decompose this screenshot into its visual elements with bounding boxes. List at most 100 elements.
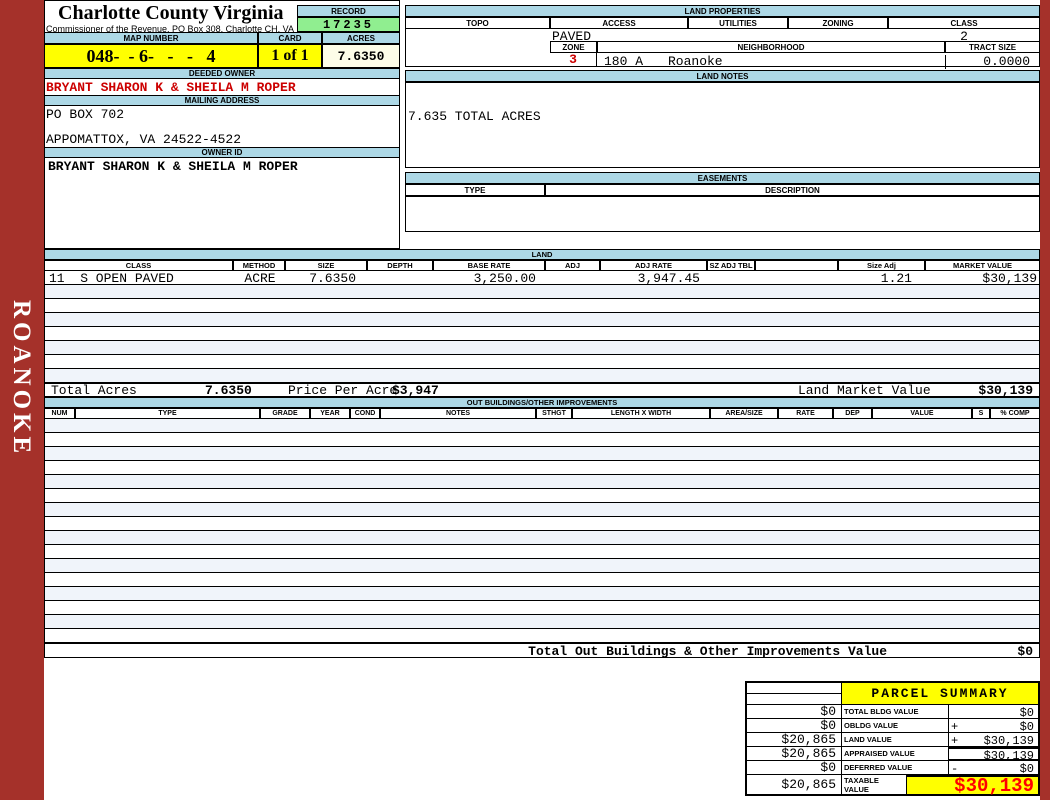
empty-table-row	[45, 447, 1039, 461]
access-value: PAVED	[552, 29, 592, 44]
empty-table-row	[45, 299, 1039, 313]
ps-row3-label: APPRAISED VALUE	[842, 747, 949, 761]
ps-row4-value-cell: - $0	[949, 761, 1038, 776]
total-acres-label: Total Acres	[51, 383, 137, 398]
land-col-size-adj: Size Adj	[838, 260, 925, 271]
county-header: Charlotte County Virginia Commissioner o…	[44, 2, 297, 34]
total-acres-value: 7.6350	[205, 383, 252, 398]
land-notes-box: 7.635 TOTAL ACRES	[405, 82, 1040, 168]
easements-title: EASEMENTS	[405, 172, 1040, 184]
ps-row1-value: $0	[1019, 720, 1034, 734]
ps-taxable-label-line2: VALUE	[844, 784, 869, 794]
zone-cell: 3	[550, 53, 597, 67]
mailing-address-line1: PO BOX 702	[46, 107, 125, 122]
land-totals-row: Total Acres 7.6350 Price Per Acre $3,947…	[44, 383, 1040, 398]
ob-col-cond: COND	[350, 408, 380, 419]
mailing-address-label: MAILING ADDRESS	[44, 95, 400, 106]
easement-col-type: TYPE	[405, 184, 545, 196]
mailing-address-line2: APPOMATTOX, VA 24522-4522	[46, 132, 242, 147]
land-col-adj: ADJ	[545, 260, 600, 271]
left-red-sidebar: ROANOKE	[0, 0, 44, 800]
neighborhood-code: 180 A	[604, 54, 644, 69]
ps-taxable-left: $20,865	[747, 775, 842, 794]
out-buildings-empty-rows	[44, 419, 1040, 643]
land-section-title: LAND	[44, 249, 1040, 260]
ps-row1-label: OBLDG VALUE	[842, 719, 949, 733]
parcel-summary: PARCEL SUMMARY $0 TOTAL BLDG VALUE $0 $0…	[745, 681, 1040, 797]
land-col-class: CLASS	[44, 260, 233, 271]
ps-row2-op: +	[951, 734, 959, 748]
owner-id-label: OWNER ID	[44, 147, 400, 158]
land-row-method: ACRE	[244, 271, 276, 286]
out-buildings-total-row: Total Out Buildings & Other Improvements…	[44, 643, 1040, 659]
ob-col-grade: GRADE	[260, 408, 310, 419]
land-col-market-value: MARKET VALUE	[925, 260, 1040, 271]
ps-header-left-bottom	[747, 694, 842, 705]
neighborhood-vertical-label: ROANOKE	[8, 300, 35, 458]
col-topo: TOPO	[405, 17, 550, 29]
neighborhood-name: Roanoke	[668, 54, 723, 69]
owner-panel	[44, 0, 400, 249]
acres-label: ACRES	[322, 32, 400, 44]
land-row-adj-rate: 3,947.45	[637, 271, 700, 286]
land-empty-rows	[44, 285, 1040, 383]
ob-col-value: VALUE	[872, 408, 972, 419]
ps-row2-label: LAND VALUE	[842, 733, 949, 747]
ps-row1-op: +	[951, 720, 959, 734]
ob-col-s: S	[972, 408, 990, 419]
empty-table-row	[45, 545, 1039, 559]
land-col-blank	[755, 260, 838, 271]
zone-label: ZONE	[550, 41, 597, 53]
ob-col-notes: NOTES	[380, 408, 536, 419]
ps-row0-value-cell: $0	[949, 705, 1038, 720]
ps-row2-left: $20,865	[747, 732, 842, 747]
ps-row3-value-cell: $30,139	[949, 747, 1038, 763]
empty-table-row	[45, 517, 1039, 531]
ps-taxable-label-line1: TAXABLE	[844, 775, 879, 785]
land-notes-title: LAND NOTES	[405, 70, 1040, 82]
empty-table-row	[45, 419, 1039, 433]
ps-row4-left: $0	[747, 760, 842, 775]
class-value: 2	[960, 29, 968, 44]
empty-table-row	[45, 489, 1039, 503]
land-row-base-rate: 3,250.00	[473, 271, 536, 286]
land-market-value-label: Land Market Value	[798, 383, 931, 398]
empty-table-row	[45, 313, 1039, 327]
ps-row2-value-cell: + $30,139	[949, 733, 1038, 748]
ps-row3-value: $30,139	[983, 749, 1034, 763]
empty-table-row	[45, 573, 1039, 587]
ob-col-length-width: LENGTH X WIDTH	[572, 408, 710, 419]
empty-table-row	[45, 369, 1039, 383]
land-notes-text: 7.635 TOTAL ACRES	[408, 109, 541, 124]
land-row-size-adj: 1.21	[880, 271, 912, 286]
ps-row0-label: TOTAL BLDG VALUE	[842, 705, 949, 719]
map-number-value: 048- - 6- - - 4	[44, 44, 258, 68]
ps-taxable-value: $30,139	[907, 775, 1038, 797]
neighborhood-label: NEIGHBORHOOD	[597, 41, 945, 53]
ob-col-dep: DEP	[833, 408, 872, 419]
ps-row0-left: $0	[747, 704, 842, 719]
ps-row1-value-cell: + $0	[949, 719, 1038, 734]
land-col-adj-rate: ADJ RATE	[600, 260, 707, 271]
empty-table-row	[45, 587, 1039, 601]
ps-row1-left: $0	[747, 718, 842, 733]
empty-table-row	[45, 629, 1039, 643]
easements-box	[405, 196, 1040, 232]
land-col-size: SIZE	[285, 260, 367, 271]
empty-table-row	[45, 461, 1039, 475]
ob-col-rate: RATE	[778, 408, 833, 419]
ps-row4-op: -	[951, 762, 959, 776]
ps-row4-label: DEFERRED VALUE	[842, 761, 949, 775]
record-label: RECORD	[297, 5, 400, 17]
zone-value: 3	[569, 52, 577, 67]
acres-value: 7.6350	[322, 44, 400, 68]
ob-col-sthgt: STHGT	[536, 408, 572, 419]
land-data-row: 11 S OPEN PAVED ACRE 7.6350 3,250.00 3,9…	[44, 271, 1040, 286]
empty-table-row	[45, 475, 1039, 489]
easement-col-description: DESCRIPTION	[545, 184, 1040, 196]
out-buildings-title: OUT BUILDINGS/OTHER IMPROVEMENTS	[44, 397, 1040, 408]
empty-table-row	[45, 433, 1039, 447]
ob-col-type: TYPE	[75, 408, 260, 419]
map-number-label: MAP NUMBER	[44, 32, 258, 44]
